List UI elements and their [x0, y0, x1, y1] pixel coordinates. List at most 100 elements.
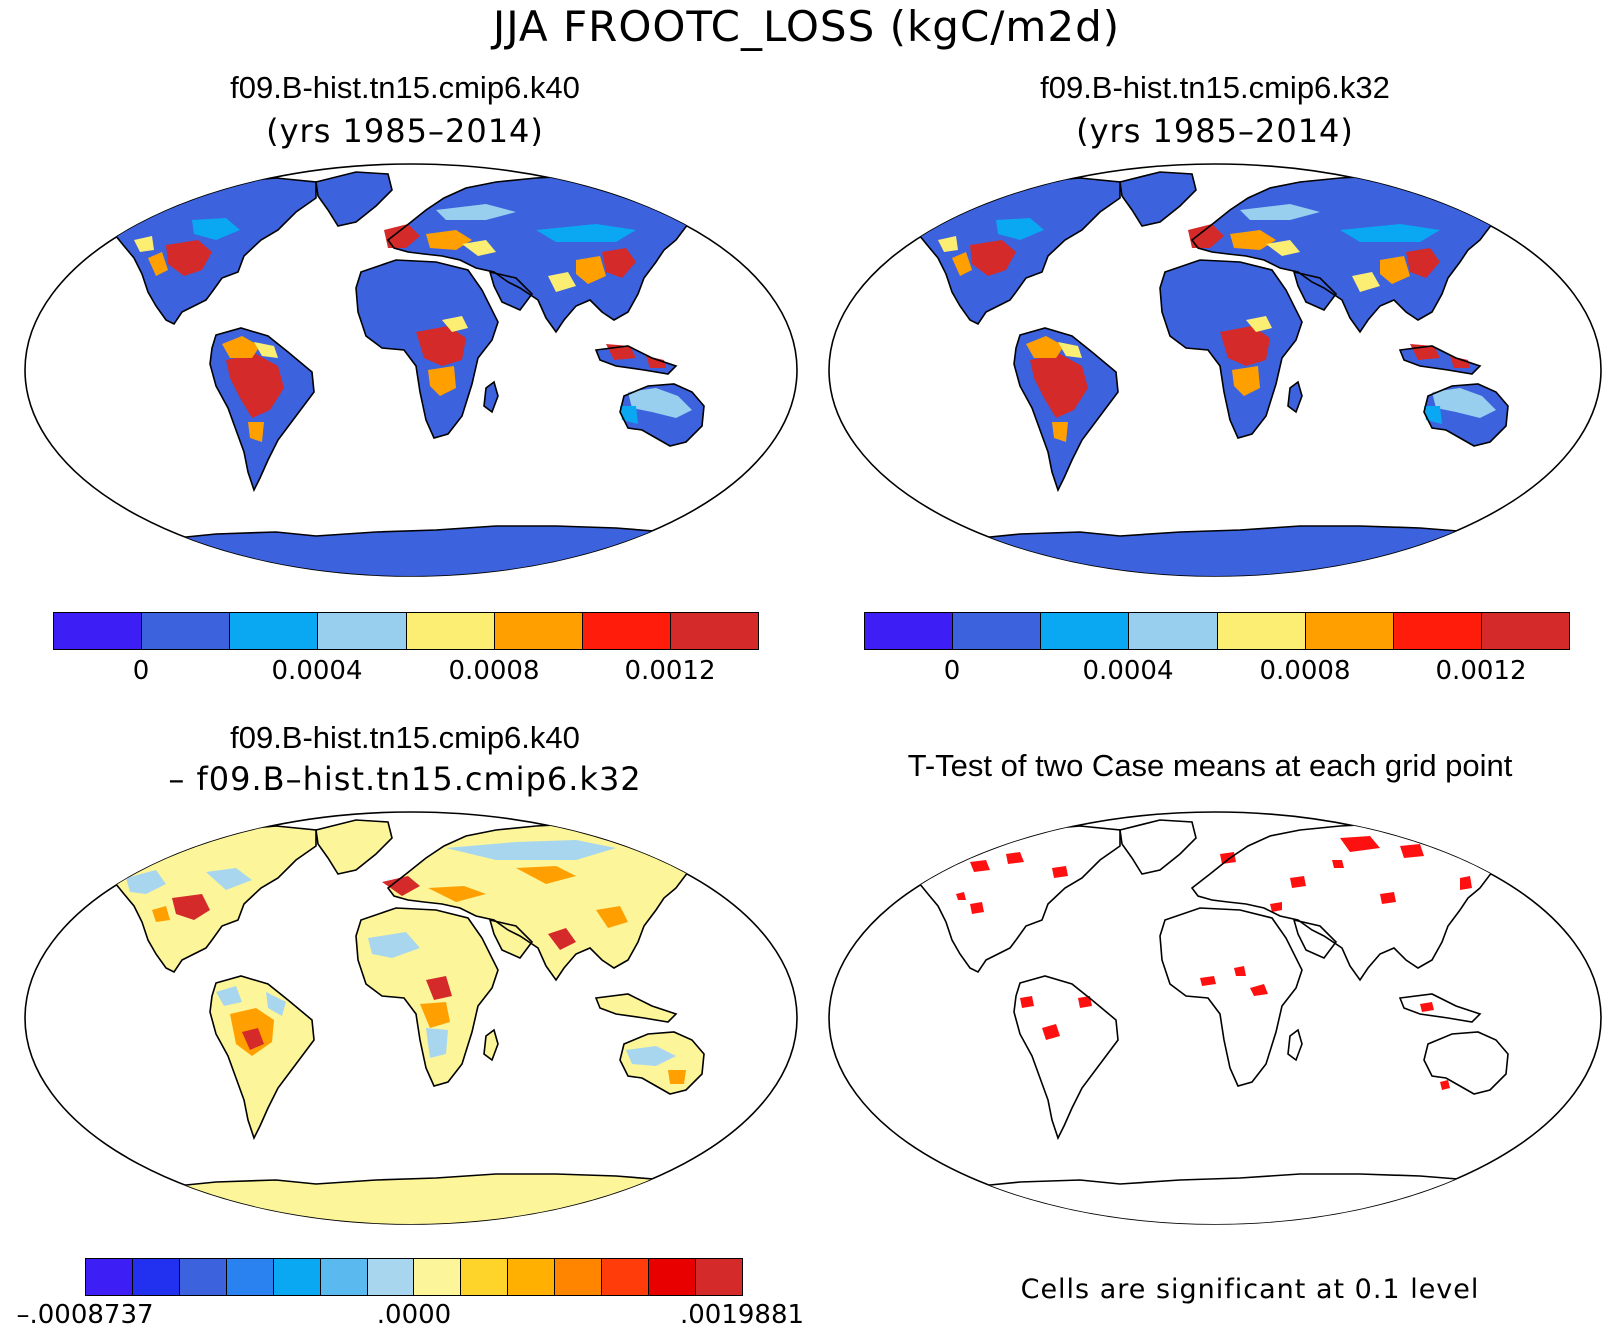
coastline-indonesia: [1398, 345, 1482, 375]
coastline-samerica: [1013, 975, 1119, 1141]
land-eurasia: [388, 824, 716, 980]
colorbar-box: [273, 1259, 321, 1295]
value-patch: [1352, 272, 1380, 292]
significant-cells: [970, 860, 990, 872]
panel-tr-subtitle: (yrs 1985–2014): [1076, 112, 1354, 150]
coastline-antarctica: [957, 1173, 1472, 1224]
cbar-diff-tick-0: –.0008737: [16, 1300, 154, 1330]
colorbar-box: [1481, 613, 1569, 649]
coastline-australia: [619, 383, 705, 447]
colorbar-box: [367, 1259, 415, 1295]
land-greenland: [316, 820, 392, 874]
colorbar-diff: [85, 1258, 743, 1296]
value-patch: [646, 356, 666, 368]
colorbar-box: [555, 1259, 603, 1295]
value-patch: [628, 388, 692, 418]
significant-cells: [1380, 892, 1396, 904]
difference-patch: [446, 840, 616, 860]
panel-bl-subtitle: – f09.B–hist.tn15.cmip6.k32: [168, 760, 642, 798]
significant-cells: [1052, 866, 1068, 878]
difference-patch: [596, 906, 628, 928]
panel-tl-title: f09.B-hist.tn15.cmip6.k40: [230, 70, 580, 105]
value-patch: [1432, 388, 1496, 418]
coastline-africa: [355, 259, 499, 439]
coastline-eurasia: [386, 175, 718, 334]
significant-cells: [1220, 852, 1236, 864]
difference-patch: [126, 870, 166, 894]
colorbar-box: [508, 1259, 556, 1295]
significance-note: Cells are significant at 0.1 level: [1020, 1274, 1480, 1305]
coastline-samerica: [209, 327, 315, 493]
land-greenland: [1120, 820, 1196, 874]
significant-cells: [1078, 996, 1092, 1008]
coastline-madagascar: [483, 1028, 499, 1062]
colorbar-box: [582, 613, 671, 649]
colorbar-box: [226, 1259, 274, 1295]
colorbar-top-right: [864, 612, 1570, 650]
value-patch: [166, 240, 212, 276]
land-namerica: [111, 826, 316, 972]
significant-cells: [1250, 984, 1268, 996]
value-patch: [1380, 256, 1410, 284]
cbar-tl-tick-2: 0.0008: [448, 656, 540, 686]
significant-cells: [1020, 996, 1034, 1008]
value-patch: [970, 240, 1016, 276]
colorbar-box: [670, 613, 758, 649]
colorbar-box: [602, 1259, 650, 1295]
land-samerica: [1014, 976, 1118, 1138]
map-top-right: [828, 163, 1602, 577]
value-patch: [1058, 342, 1082, 358]
significant-cells: [1270, 902, 1282, 912]
colorbar-box: [132, 1259, 180, 1295]
difference-patch: [216, 986, 242, 1006]
difference-patch: [516, 866, 576, 884]
coastline-eurasia: [1190, 823, 1522, 982]
panel-br-title: T-Test of two Case means at each grid po…: [907, 748, 1513, 783]
value-patch: [1026, 336, 1064, 358]
value-patch: [226, 354, 284, 418]
coastline-namerica: [913, 825, 1121, 974]
cbar-tl-tick-0: 0: [132, 656, 150, 686]
value-patch: [1406, 248, 1440, 278]
value-patch: [442, 316, 468, 332]
difference-patch: [428, 886, 486, 902]
coastline-antarctica: [153, 525, 668, 576]
difference-patch: [426, 1028, 448, 1058]
value-patch: [416, 326, 466, 366]
colorbar-box: [953, 613, 1042, 649]
colorbar-box: [1217, 613, 1306, 649]
difference-patch: [152, 906, 170, 922]
colorbar-box: [54, 613, 143, 649]
significant-cells: [1460, 876, 1472, 890]
coastline-australia: [1423, 1031, 1509, 1095]
difference-patch: [206, 868, 252, 890]
coastline-africa: [1159, 907, 1303, 1087]
colorbar-box: [406, 613, 495, 649]
coastline-greenland: [1119, 819, 1197, 875]
colorbar-box: [318, 613, 407, 649]
value-patch: [938, 236, 958, 252]
coastline-greenland: [315, 171, 393, 227]
land-namerica: [111, 178, 316, 324]
coastline-madagascar: [1287, 380, 1303, 414]
map-bottom-left: [24, 811, 798, 1225]
colorbar-box: [1305, 613, 1394, 649]
colorbar-box: [414, 1259, 462, 1295]
coastline-australia: [1423, 383, 1509, 447]
value-patch: [426, 230, 472, 250]
map-bottom-right: [828, 811, 1602, 1225]
colorbar-box: [1393, 613, 1482, 649]
value-patch: [576, 256, 606, 284]
colorbar-box: [179, 1259, 227, 1295]
value-patch: [548, 272, 576, 292]
coastline-eurasia: [1190, 175, 1522, 334]
colorbar-box: [230, 613, 319, 649]
significant-cells: [1440, 1080, 1450, 1090]
figure-title: JJA FROOTC_LOSS (kgC/m2d): [492, 2, 1121, 51]
land-arabia: [490, 272, 532, 310]
land-namerica: [915, 826, 1120, 972]
value-patch: [248, 422, 264, 442]
colorbar-top-left: [53, 612, 759, 650]
coastline-namerica: [109, 825, 317, 974]
value-patch: [436, 204, 516, 220]
